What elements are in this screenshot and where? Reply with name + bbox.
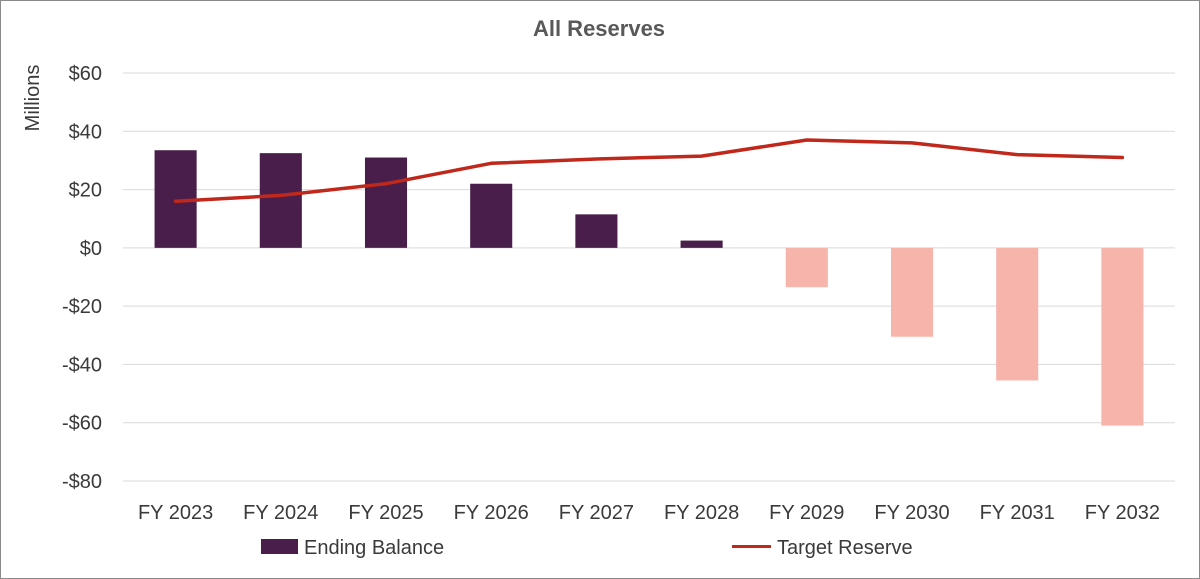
y-tick-label: $0 bbox=[80, 238, 102, 260]
x-axis-ticks: FY 2023 FY 2024 FY 2025 FY 2026 FY 2027 FY 20… bbox=[138, 502, 1160, 524]
x-tick-label: FY 2032 bbox=[1085, 502, 1160, 524]
y-axis-ticks: $60 $40 $20 $0 -$20 -$40 -$60 -$80 bbox=[62, 63, 102, 493]
x-tick-label: FY 2027 bbox=[559, 502, 634, 524]
bar-ending-balance bbox=[364, 157, 408, 248]
chart-title: All Reserves bbox=[533, 16, 665, 41]
legend: Ending Balance Target Reserve bbox=[261, 537, 913, 559]
bar-ending-balance bbox=[575, 214, 618, 248]
bar-ending-balance bbox=[785, 247, 828, 288]
bar-ending-balance bbox=[890, 247, 934, 337]
bar-ending-balance bbox=[470, 183, 513, 248]
y-tick-label: -$80 bbox=[62, 471, 102, 493]
x-tick-label: FY 2030 bbox=[874, 502, 949, 524]
bar-ending-balance bbox=[1101, 247, 1144, 426]
legend-swatch-ending-balance bbox=[261, 539, 298, 554]
bar-ending-balance bbox=[996, 247, 1039, 381]
target-reserve-line bbox=[173, 138, 1125, 203]
legend-label-target-reserve: Target Reserve bbox=[777, 537, 913, 559]
bar-ending-balance bbox=[680, 240, 723, 248]
y-tick-label: $40 bbox=[69, 121, 102, 143]
y-tick-label: $20 bbox=[69, 180, 102, 202]
x-tick-label: FY 2023 bbox=[138, 502, 213, 524]
x-tick-label: FY 2026 bbox=[454, 502, 529, 524]
y-tick-label: -$40 bbox=[62, 354, 102, 376]
x-tick-label: FY 2028 bbox=[664, 502, 739, 524]
x-tick-label: FY 2031 bbox=[980, 502, 1055, 524]
x-tick-label: FY 2025 bbox=[348, 502, 423, 524]
y-tick-label: -$20 bbox=[62, 296, 102, 318]
target-reserve-line-group bbox=[173, 138, 1125, 203]
bar-ending-balance bbox=[259, 153, 302, 248]
y-tick-label: -$60 bbox=[62, 413, 102, 435]
x-tick-label: FY 2024 bbox=[243, 502, 318, 524]
legend-label-ending-balance: Ending Balance bbox=[304, 537, 444, 559]
y-axis-label: Millions bbox=[22, 65, 44, 132]
x-tick-label: FY 2029 bbox=[769, 502, 844, 524]
y-tick-label: $60 bbox=[69, 63, 102, 85]
ending-balance-bars bbox=[154, 150, 1144, 426]
